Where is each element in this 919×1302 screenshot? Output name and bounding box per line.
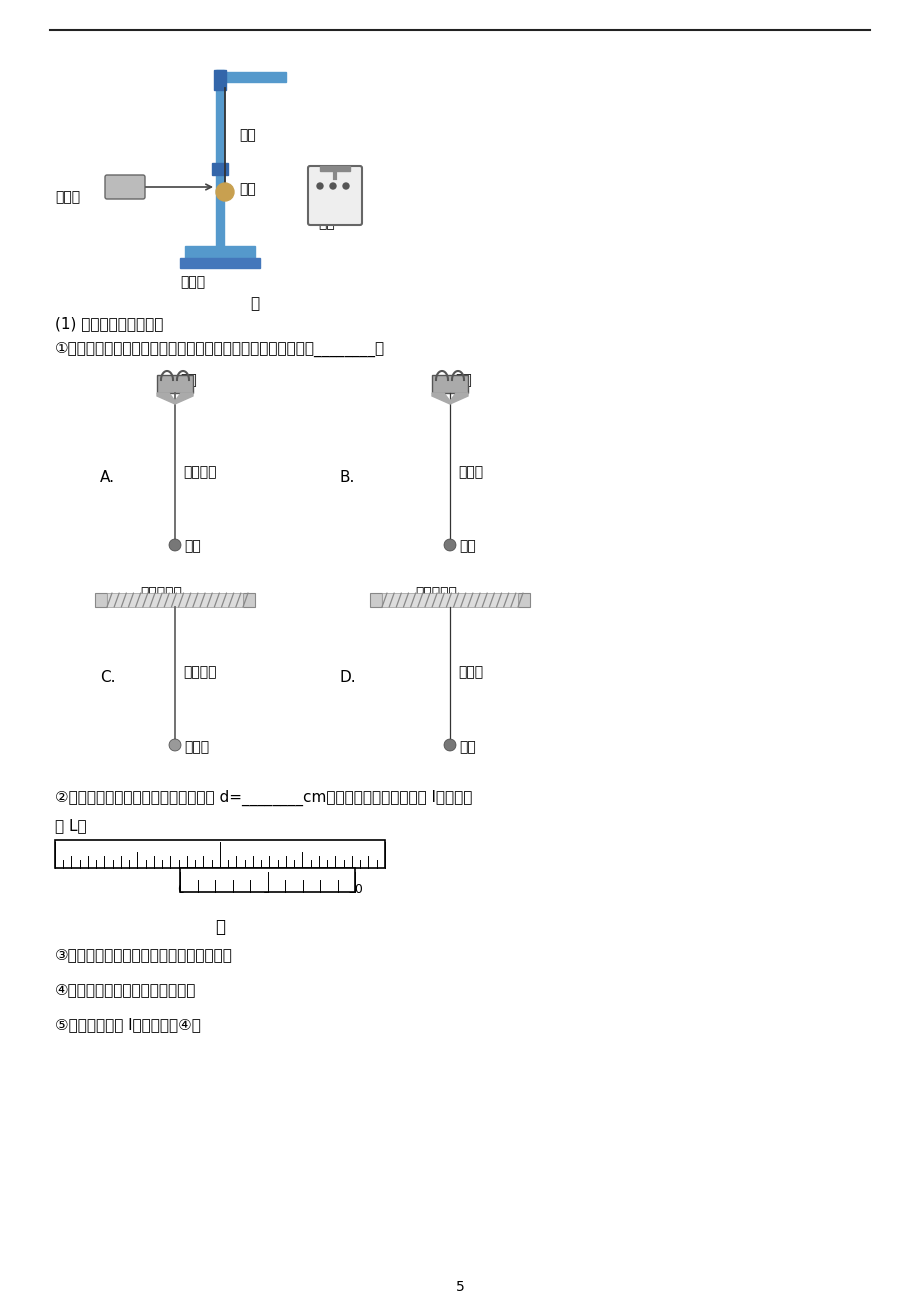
Text: 粗的金属杆: 粗的金属杆 bbox=[140, 586, 182, 600]
Text: 5: 5 bbox=[455, 1280, 464, 1294]
Bar bbox=[157, 375, 193, 393]
Polygon shape bbox=[157, 393, 193, 404]
Bar bbox=[214, 70, 226, 90]
Circle shape bbox=[216, 184, 233, 201]
Bar bbox=[107, 592, 243, 607]
Text: 摆线: 摆线 bbox=[239, 128, 255, 142]
Text: 手机: 手机 bbox=[318, 216, 335, 230]
Text: 细丝线: 细丝线 bbox=[458, 665, 482, 680]
Text: D.: D. bbox=[340, 671, 357, 685]
Bar bbox=[381, 592, 517, 607]
Bar bbox=[320, 165, 349, 171]
Text: (1) 实验主要过程如下：: (1) 实验主要过程如下： bbox=[55, 316, 164, 331]
Bar bbox=[55, 840, 384, 868]
Text: 塑料球: 塑料球 bbox=[184, 740, 209, 754]
Text: 甲: 甲 bbox=[250, 296, 259, 311]
Circle shape bbox=[330, 184, 335, 189]
Circle shape bbox=[317, 184, 323, 189]
Text: 10: 10 bbox=[347, 883, 363, 896]
Text: 铁架台: 铁架台 bbox=[180, 275, 205, 289]
Text: 激光源: 激光源 bbox=[55, 190, 80, 204]
Text: ③打开激光光源和手机传感器，运行软件；: ③打开激光光源和手机传感器，运行软件； bbox=[55, 947, 233, 962]
Text: 0: 0 bbox=[177, 883, 186, 896]
Text: B.: B. bbox=[340, 470, 355, 486]
Bar bbox=[211, 163, 228, 174]
Bar bbox=[216, 72, 286, 82]
Circle shape bbox=[444, 539, 456, 551]
Circle shape bbox=[169, 539, 181, 551]
Text: 摆球: 摆球 bbox=[239, 182, 255, 197]
Text: 弹性棉绳: 弹性棉绳 bbox=[183, 665, 216, 680]
Text: 1: 1 bbox=[216, 858, 223, 871]
Text: 粗的金属杆: 粗的金属杆 bbox=[414, 586, 457, 600]
Text: 铁球: 铁球 bbox=[459, 740, 475, 754]
Text: C.: C. bbox=[100, 671, 116, 685]
Circle shape bbox=[343, 184, 348, 189]
Bar bbox=[180, 868, 355, 892]
FancyBboxPatch shape bbox=[308, 165, 361, 225]
Bar bbox=[432, 375, 468, 393]
Text: 铁球: 铁球 bbox=[184, 539, 200, 553]
Bar bbox=[185, 246, 255, 258]
Text: ②如图乙，用游标卡尺测出摆球的直径 d=________cm；用刻度尺测出摆线长度 l，算出摆: ②如图乙，用游标卡尺测出摆球的直径 d=________cm；用刻度尺测出摆线长… bbox=[55, 790, 471, 806]
Text: 铁夹: 铁夹 bbox=[180, 372, 197, 387]
Text: 长 L；: 长 L； bbox=[55, 818, 86, 833]
Text: 2: 2 bbox=[377, 858, 384, 871]
Circle shape bbox=[444, 740, 456, 751]
Polygon shape bbox=[432, 393, 468, 404]
Text: 0  cm: 0 cm bbox=[57, 858, 92, 871]
Bar bbox=[180, 258, 260, 268]
Text: 乙: 乙 bbox=[215, 918, 225, 936]
Text: 5: 5 bbox=[263, 883, 270, 896]
Text: ⑤改变摆线长度 l，重复步骤④；: ⑤改变摆线长度 l，重复步骤④； bbox=[55, 1017, 200, 1032]
Text: 铁球: 铁球 bbox=[459, 539, 475, 553]
Text: ①按图甲安装实验装置，下列有关器材的选择和安装最合理的是________；: ①按图甲安装实验装置，下列有关器材的选择和安装最合理的是________； bbox=[55, 342, 385, 357]
Text: A.: A. bbox=[100, 470, 115, 486]
Bar bbox=[95, 592, 107, 607]
Text: 铁夹: 铁夹 bbox=[455, 372, 471, 387]
Bar bbox=[369, 592, 381, 607]
Bar bbox=[517, 592, 529, 607]
Text: 弹性棉绳: 弹性棉绳 bbox=[183, 465, 216, 479]
Circle shape bbox=[169, 740, 181, 751]
FancyBboxPatch shape bbox=[105, 174, 145, 199]
Text: ④让单摆做简谐运动，采集数据；: ④让单摆做简谐运动，采集数据； bbox=[55, 982, 196, 997]
Bar bbox=[243, 592, 255, 607]
Bar bbox=[216, 70, 223, 255]
Text: 细丝线: 细丝线 bbox=[458, 465, 482, 479]
